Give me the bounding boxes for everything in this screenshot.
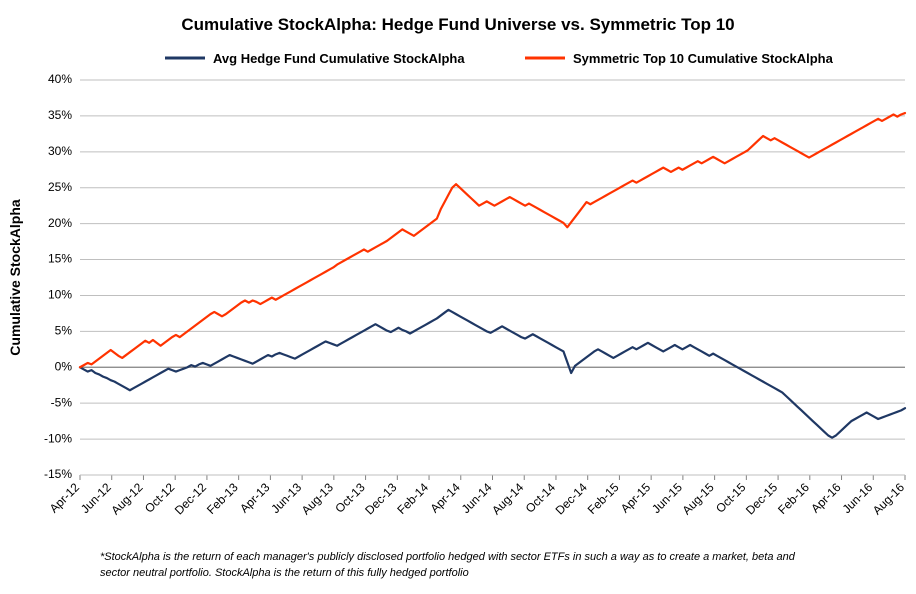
y-tick-label: 15%	[48, 252, 72, 266]
y-tick-label: 30%	[48, 144, 72, 158]
legend-label: Symmetric Top 10 Cumulative StockAlpha	[573, 51, 834, 66]
chart-svg: Cumulative StockAlpha: Hedge Fund Univer…	[0, 0, 916, 594]
y-tick-label: 10%	[48, 288, 72, 302]
y-tick-label: 35%	[48, 108, 72, 122]
y-tick-label: -5%	[51, 395, 73, 409]
y-tick-label: 40%	[48, 72, 72, 86]
y-axis-label: Cumulative StockAlpha	[7, 199, 23, 356]
y-tick-label: 5%	[55, 324, 73, 338]
y-tick-label: -10%	[44, 431, 72, 445]
y-tick-label: -15%	[44, 467, 72, 481]
footnote-line2: sector neutral portfolio. StockAlpha is …	[100, 567, 469, 579]
chart-container: Cumulative StockAlpha: Hedge Fund Univer…	[0, 0, 916, 594]
footnote-line1: *StockAlpha is the return of each manage…	[100, 551, 796, 563]
chart-title: Cumulative StockAlpha: Hedge Fund Univer…	[181, 15, 734, 34]
y-tick-label: 0%	[55, 359, 73, 373]
legend-label: Avg Hedge Fund Cumulative StockAlpha	[213, 51, 465, 66]
y-tick-label: 25%	[48, 180, 72, 194]
y-tick-label: 20%	[48, 216, 72, 230]
